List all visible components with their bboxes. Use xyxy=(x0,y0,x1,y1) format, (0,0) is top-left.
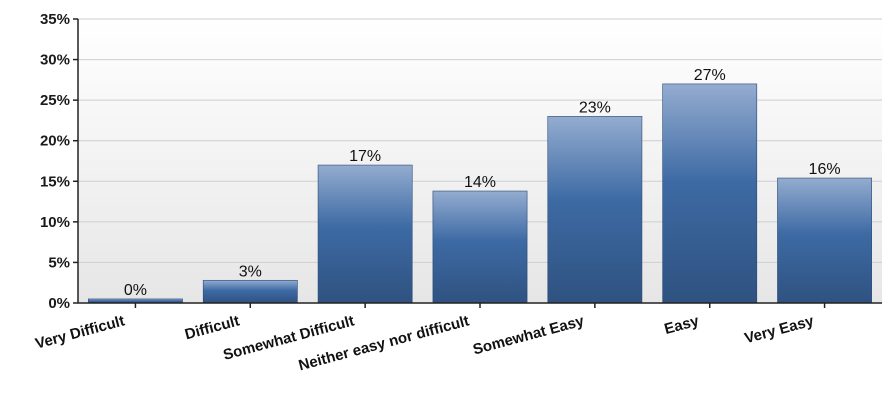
y-axis-tick-labels: 0% 5% 10% 15% 20% 25% 30% 35% xyxy=(40,11,78,312)
bar-value-label: 16% xyxy=(809,161,841,178)
bar-value-label: 14% xyxy=(464,174,496,191)
bar xyxy=(432,190,528,304)
x-category-label: Very Difficult xyxy=(33,312,126,352)
y-tick-label: 30% xyxy=(40,52,70,69)
bar xyxy=(547,116,643,304)
x-category-label: Somewhat Easy xyxy=(471,312,586,358)
y-tick-label: 35% xyxy=(40,11,70,28)
y-tick-label: 5% xyxy=(48,254,70,271)
bars xyxy=(88,83,872,304)
y-tick-label: 25% xyxy=(40,92,70,109)
data-labels: 0% 3% 17% 14% 23% 27% 16% xyxy=(124,67,841,299)
x-category-label: Easy xyxy=(662,312,701,338)
y-tick-label: 15% xyxy=(40,173,70,190)
x-category-label: Difficult xyxy=(183,312,241,343)
y-tick-label: 10% xyxy=(40,214,70,231)
bar-value-label: 3% xyxy=(239,263,262,280)
bar xyxy=(202,279,298,304)
bar-value-label: 27% xyxy=(694,67,726,84)
bar-value-label: 23% xyxy=(579,99,611,116)
bar-value-label: 0% xyxy=(124,282,147,299)
y-tick-label: 20% xyxy=(40,133,70,150)
bar xyxy=(662,83,758,304)
bar xyxy=(777,177,872,304)
x-category-label: Very Easy xyxy=(743,312,817,347)
bar xyxy=(317,164,413,304)
bar-value-label: 17% xyxy=(349,148,381,165)
y-tick-label: 0% xyxy=(48,295,70,312)
